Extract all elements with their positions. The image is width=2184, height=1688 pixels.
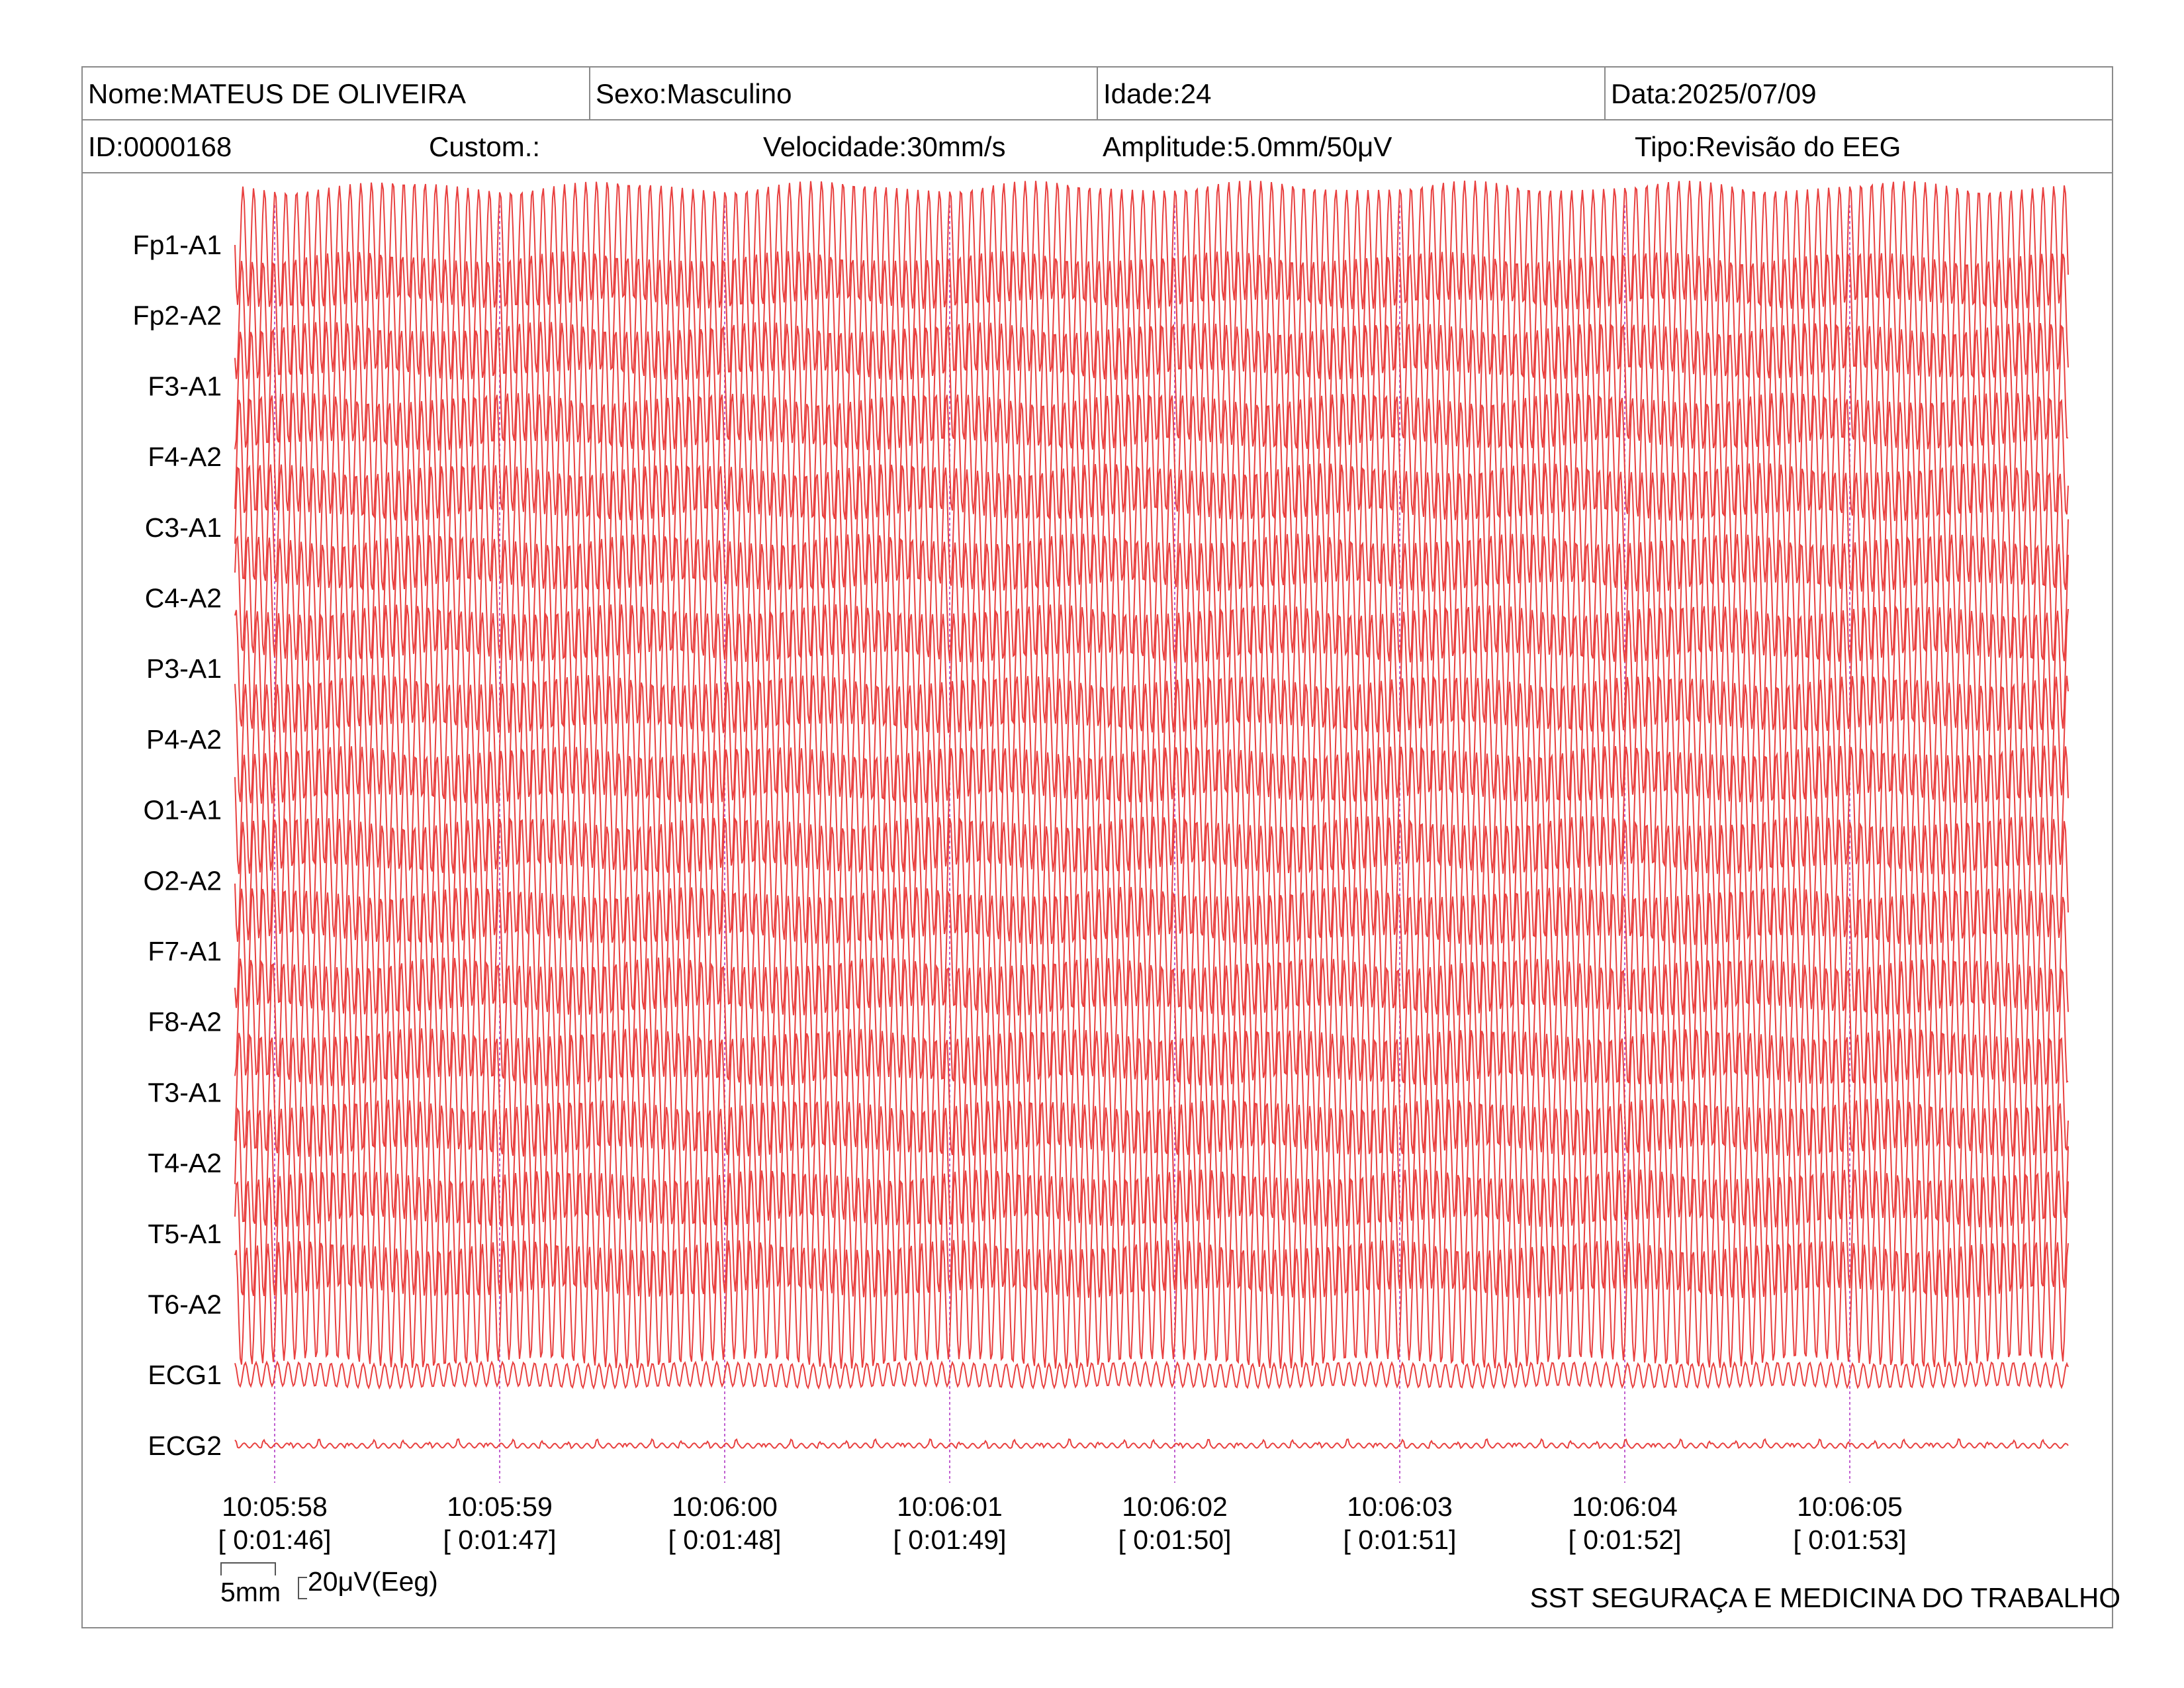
time-label-elapsed: [ 0:01:47] [443, 1524, 557, 1555]
exam-date: Data:2025/07/09 [1604, 68, 2112, 119]
channel-trace [234, 322, 2069, 451]
channel-label: Fp1-A1 [133, 230, 222, 260]
clinic-name: SST SEGURAÇA E MEDICINA DO TRABALHO [1529, 1582, 2120, 1613]
channel-trace [234, 1028, 2069, 1157]
time-label-elapsed: [ 0:01:51] [1343, 1524, 1457, 1555]
channel-label: ECG2 [148, 1430, 222, 1461]
patient-id: ID:0000168 [88, 131, 232, 162]
time-labels: 10:05:58[ 0:01:46] 10:05:59[ 0:01:47] 10:0… [218, 1491, 1907, 1555]
patient-name: Nome:MATEUS DE OLIVEIRA [88, 78, 467, 109]
time-label-clock: 10:05:58 [222, 1491, 328, 1522]
amplitude-scale-label: 20μV(Eeg) [308, 1566, 438, 1597]
channel-trace [234, 1169, 2069, 1299]
patient-sex: Sexo:Masculino [589, 68, 1097, 119]
channel-trace [234, 745, 2069, 874]
channel-labels: Fp1-A1 Fp2-A2 F3-A1 F4-A2 C3-A1 C4-A2 P3-A1 P4-… [133, 230, 222, 1461]
time-scale-bar [220, 1562, 276, 1575]
channel-label: T3-A1 [148, 1077, 222, 1107]
time-label-clock: 10:06:01 [897, 1491, 1003, 1522]
channel-trace [234, 463, 2069, 592]
time-label-elapsed: [ 0:01:52] [1569, 1524, 1682, 1555]
channel-label: F3-A1 [148, 371, 222, 401]
report-frame: Nome:MATEUS DE OLIVEIRA Sexo:Masculino I… [81, 66, 2113, 1628]
channel-label: Fp2-A2 [133, 301, 222, 331]
channel-trace [234, 957, 2069, 1086]
time-label-elapsed: [ 0:01:46] [218, 1524, 332, 1555]
channel-trace [234, 886, 2069, 1016]
channel-label: O2-A2 [144, 865, 222, 896]
custom-field: Custom.: [429, 131, 541, 162]
time-label-clock: 10:06:05 [1797, 1491, 1903, 1522]
channel-trace [234, 1360, 2069, 1390]
channel-trace [234, 1240, 2069, 1369]
channel-label: ECG1 [148, 1360, 222, 1390]
header-row-exam: ID:0000168 Custom.: Velocidade:30mm/s Am… [83, 120, 2112, 173]
channel-label: F7-A1 [148, 936, 222, 966]
channel-label: F8-A2 [148, 1007, 222, 1037]
channel-trace [234, 675, 2069, 804]
channel-trace [234, 604, 2069, 733]
time-label-clock: 10:06:02 [1122, 1491, 1228, 1522]
channel-trace [234, 1098, 2069, 1228]
channel-trace [234, 534, 2069, 663]
time-label-elapsed: [ 0:01:50] [1118, 1524, 1232, 1555]
time-label-clock: 10:06:00 [672, 1491, 778, 1522]
channel-label: O1-A1 [144, 795, 222, 825]
time-label-clock: 10:06:03 [1347, 1491, 1453, 1522]
channel-label: P4-A2 [146, 724, 222, 755]
channel-label: P3-A1 [146, 653, 222, 684]
eeg-traces [234, 180, 2069, 1450]
time-markers [274, 205, 1850, 1483]
channel-trace [234, 393, 2069, 522]
channel-label: T5-A1 [148, 1219, 222, 1249]
channel-trace [234, 1438, 2069, 1450]
channel-trace [234, 180, 2069, 310]
time-label-elapsed: [ 0:01:53] [1794, 1524, 1907, 1555]
time-label-elapsed: [ 0:01:48] [668, 1524, 782, 1555]
time-label-clock: 10:06:04 [1572, 1491, 1678, 1522]
amplitude-field: Amplitude:5.0mm/50μV [1103, 131, 1392, 162]
channel-label: C4-A2 [145, 583, 222, 614]
type-field: Tipo:Revisão do EEG [1635, 131, 1901, 162]
header-row-patient: Nome:MATEUS DE OLIVEIRA Sexo:Masculino I… [83, 68, 2112, 120]
time-label-clock: 10:05:59 [447, 1491, 553, 1522]
channel-label: C3-A1 [145, 512, 222, 543]
channel-label: T4-A2 [148, 1148, 222, 1178]
channel-label: F4-A2 [148, 442, 222, 472]
time-scale-label: 5mm [220, 1577, 281, 1607]
speed-field: Velocidade:30mm/s [763, 131, 1006, 162]
channel-label: T6-A2 [148, 1289, 222, 1320]
patient-age: Idade:24 [1097, 68, 1604, 119]
amplitude-scale-bar [298, 1577, 307, 1599]
channel-trace [234, 816, 2069, 945]
channel-trace [234, 251, 2069, 380]
time-label-elapsed: [ 0:01:49] [893, 1524, 1007, 1555]
